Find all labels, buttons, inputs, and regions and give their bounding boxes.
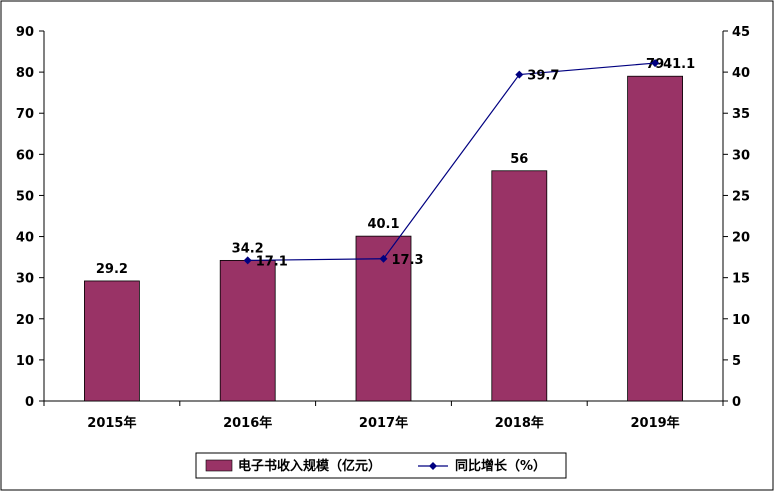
bar (491, 170, 548, 402)
line-point (379, 254, 388, 263)
legend-line-label: 同比增长（%） (455, 458, 546, 474)
legend-bar-swatch (205, 459, 233, 472)
line-value-label: 17.1 (256, 254, 288, 269)
line-series (243, 59, 660, 265)
left-tick-label: 40 (16, 231, 34, 246)
bar (627, 75, 683, 402)
left-tick-label: 70 (16, 107, 34, 122)
bar-series (84, 75, 683, 402)
left-tick-label: 90 (16, 25, 34, 40)
left-y-axis: 0 10 20 30 40 50 60 70 80 90 (16, 25, 45, 410)
right-tick-label: 5 (732, 354, 741, 369)
left-tick-label: 0 (25, 395, 34, 410)
x-tick-label: 2016年 (223, 415, 272, 431)
left-tick-label: 20 (16, 313, 34, 328)
growth-line (247, 62, 656, 261)
line-data-labels: 17.1 17.3 39.7 41.1 (256, 57, 695, 269)
right-tick-label: 25 (732, 189, 750, 204)
legend-line-marker (429, 462, 437, 470)
x-tick-label: 2015年 (87, 415, 136, 431)
right-tick-label: 40 (732, 66, 750, 81)
right-tick-label: 45 (732, 25, 750, 40)
line-point (651, 59, 660, 68)
line-point (243, 256, 252, 265)
right-tick-label: 0 (732, 395, 741, 410)
line-point (515, 70, 524, 79)
left-tick-label: 10 (16, 354, 34, 369)
bar (84, 280, 140, 402)
left-tick-label: 30 (16, 272, 34, 287)
right-tick-label: 20 (732, 231, 750, 246)
bar-value-label: 40.1 (367, 217, 399, 232)
right-tick-label: 10 (732, 313, 750, 328)
x-tick-label: 2019年 (631, 415, 680, 431)
bar-value-label: 29.2 (96, 262, 128, 277)
line-value-label: 41.1 (663, 57, 695, 72)
legend: 电子书收入规模（亿元） 同比增长（%） (195, 452, 567, 479)
left-tick-label: 80 (16, 66, 34, 81)
legend-box (195, 452, 567, 479)
right-y-axis: 0 5 10 15 20 25 30 35 40 45 (722, 25, 750, 410)
right-tick-label: 35 (732, 107, 750, 122)
bar-data-labels: 29.234.240.15679 (96, 57, 664, 277)
x-tick-label: 2017年 (359, 415, 408, 431)
bar-value-label: 56 (510, 152, 528, 167)
line-value-label: 39.7 (527, 69, 559, 84)
bar (219, 259, 276, 402)
x-tick-label: 2018年 (495, 415, 544, 431)
left-tick-label: 60 (16, 148, 34, 163)
left-tick-label: 50 (16, 189, 34, 204)
bar-value-label: 34.2 (232, 241, 264, 256)
right-tick-label: 30 (732, 148, 750, 163)
line-value-label: 17.3 (392, 253, 424, 268)
legend-bar-label: 电子书收入规模（亿元） (238, 458, 381, 474)
bar (355, 235, 412, 402)
right-tick-label: 15 (732, 272, 750, 287)
